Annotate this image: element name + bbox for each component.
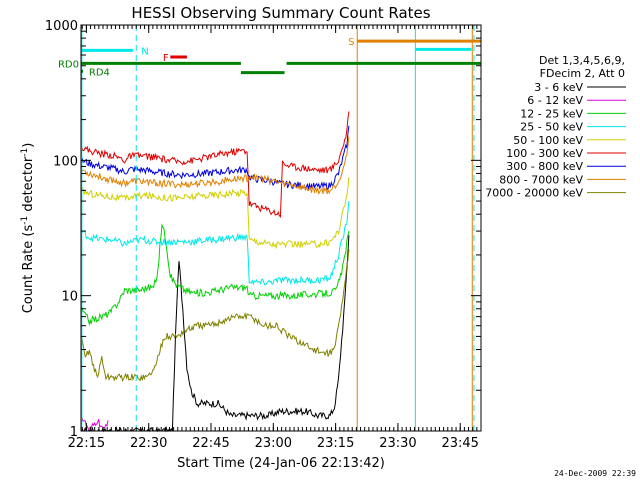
flag-label-s: S (348, 37, 354, 48)
chart-title: HESSI Observing Summary Count Rates (131, 4, 430, 22)
y-axis-label-end: ) (21, 143, 36, 148)
series-line-3-6-kev (80, 235, 350, 433)
y-tick-label-1000: 1000 (45, 19, 78, 34)
legend-label-3-6-kev: 3 - 6 keV (534, 81, 583, 94)
legend-label-50-100-kev: 50 - 100 keV (513, 134, 583, 147)
series-line-100-300-kev (80, 111, 350, 219)
flag-label-rd0: RD0 (58, 59, 79, 70)
legend-label-12-25-kev: 12 - 25 keV (520, 107, 583, 120)
y-tick-label-1: 1 (70, 425, 78, 440)
y-axis: 1 10 100 1000 (45, 19, 481, 440)
flag-label-rd4: RD4 (89, 67, 110, 78)
x-tick-label-23-15: 23:15 (317, 436, 354, 451)
series-line-7000-20000-kev (80, 249, 350, 382)
x-tick-label-23-00: 23:00 (255, 436, 292, 451)
series-line-25-50-kev (80, 201, 350, 286)
series-line-800-7000-kev (80, 136, 350, 196)
legend-label-800-7000-kev: 800 - 7000 keV (499, 173, 583, 186)
legend-label-7000-20000-kev: 7000 - 20000 keV (485, 187, 583, 200)
x-tick-label-22-45: 22:45 (192, 436, 229, 451)
flag-label-n: N (141, 46, 148, 57)
y-axis-label-exponent-1: -1 (20, 216, 30, 225)
legend-header-line-2: FDecim 2, Att 0 (540, 67, 625, 80)
y-axis-label-start: Count Rate (s (21, 225, 36, 314)
legend: Det 1,3,4,5,6,9, FDecim 2, Att 0 3 - 6 k… (485, 54, 626, 200)
y-axis-label: Count Rate (s-1 detector-1) (20, 143, 36, 314)
x-tick-label-23-30: 23:30 (379, 436, 416, 451)
y-axis-label-exponent-2: -1 (20, 148, 30, 157)
y-tick-label-10: 10 (61, 290, 78, 305)
legend-label-100-300-kev: 100 - 300 keV (506, 147, 583, 160)
x-tick-label-22-30: 22:30 (130, 436, 167, 451)
y-axis-label-middle: detector (21, 156, 36, 216)
legend-label-25-50-kev: 25 - 50 keV (520, 121, 583, 134)
legend-header-line-1: Det 1,3,4,5,6,9, (539, 54, 625, 67)
legend-label-6-12-kev: 6 - 12 keV (527, 94, 583, 107)
x-axis: 22:15 22:30 22:45 23:00 23:15 23:30 23:45 (68, 25, 482, 451)
x-tick-label-23-45: 23:45 (441, 436, 478, 451)
plot-area: N F S RD0 RD4 (58, 25, 481, 433)
flag-label-f: F (163, 53, 169, 64)
y-tick-label-100: 100 (53, 154, 78, 169)
series-line-50-100-kev (80, 177, 350, 250)
x-axis-label: Start Time (24-Jan-06 22:13:42) (177, 456, 385, 471)
footer-date: 24-Dec-2009 22:39 (554, 469, 636, 478)
plot-frame (80, 24, 482, 432)
x-tick-label-22-15: 22:15 (68, 436, 105, 451)
legend-label-300-800-kev: 300 - 800 keV (506, 160, 583, 173)
series-line-12-25-kev (80, 223, 350, 327)
